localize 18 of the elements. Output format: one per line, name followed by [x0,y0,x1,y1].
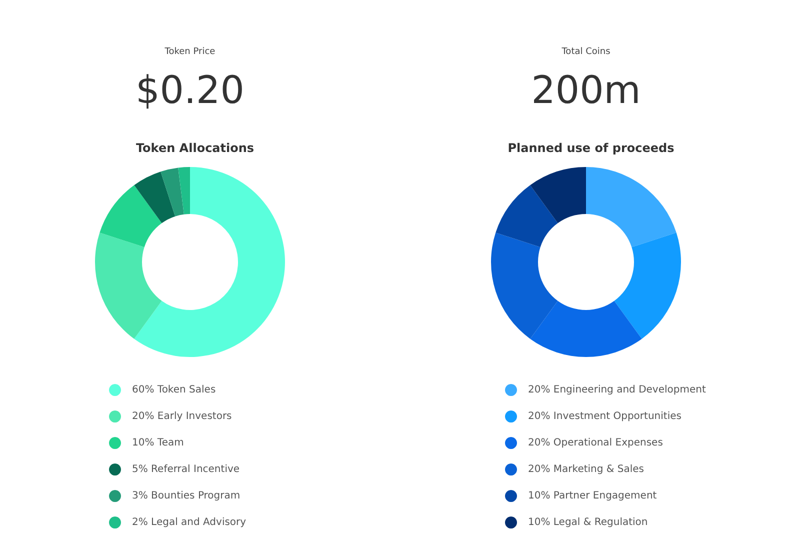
legend-label: 10% Partner Engagement [528,490,657,502]
legend-label: 20% Investment Opportunities [528,411,682,422]
text: 200m [531,68,641,112]
text: Token Price [164,47,216,57]
legend-label: 20% Operational Expenses [528,438,663,448]
legend-label: 10% Team [132,438,184,448]
legend-label: 5% Referral Incentive [132,464,240,475]
legend-label: 20% Engineering and Development [528,384,706,396]
legend-label: 20% Early Investors [132,411,232,422]
text: $0.20 [136,68,244,112]
legend-label: 60% Token Sales [132,384,216,396]
legend-label: 10% Legal & Regulation [528,517,648,528]
legend-label: 2% Legal and Advisory [132,517,246,528]
legend-label: 20% Marketing & Sales [528,464,644,475]
text: Total Coins [560,47,611,57]
legend-label: 3% Bounties Program [132,490,240,502]
chart-title: Planned use of proceeds [508,141,674,155]
chart-title: Token Allocations [136,141,254,155]
